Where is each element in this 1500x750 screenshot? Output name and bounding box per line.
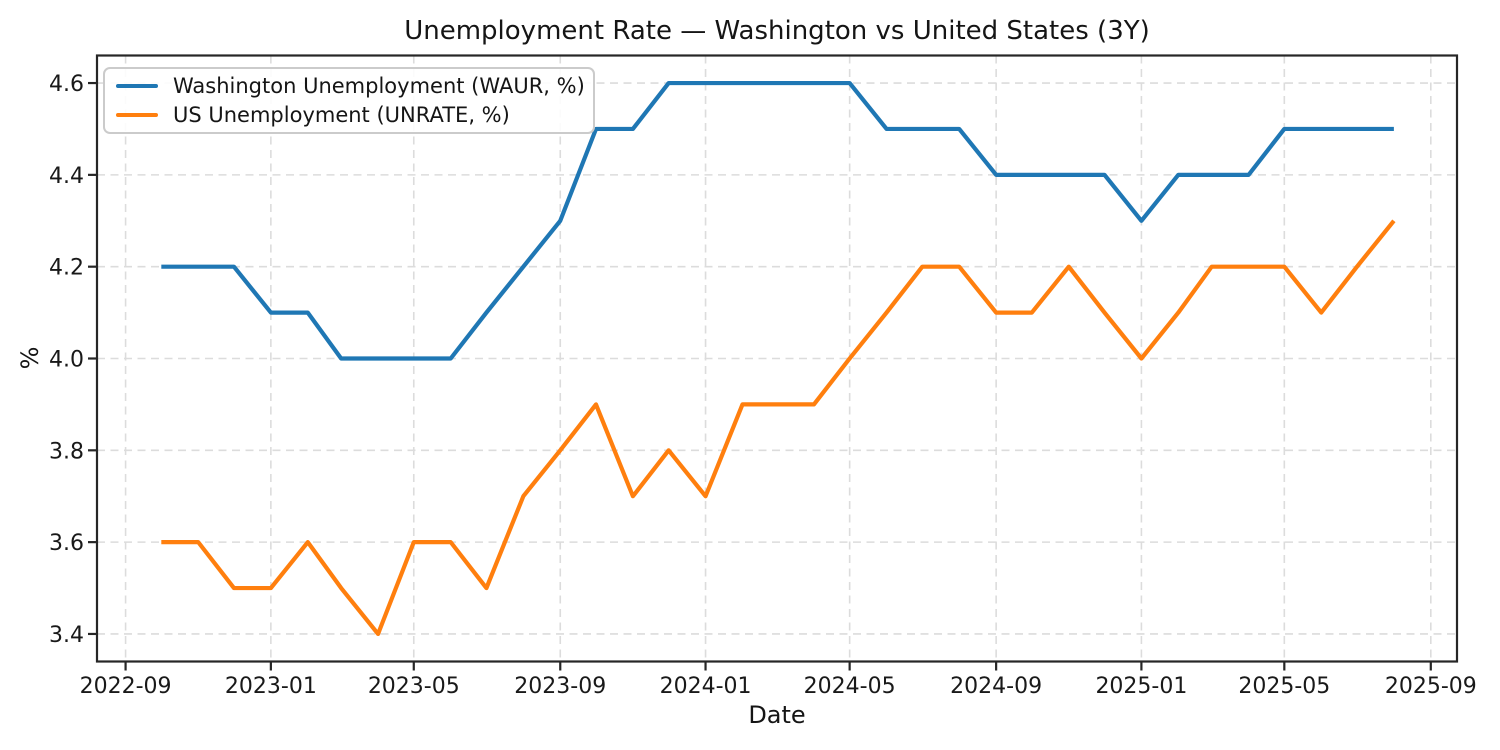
y-tick-label: 4.6 xyxy=(49,72,84,97)
x-tick-label: 2023-05 xyxy=(368,674,460,699)
y-tick-label: 3.4 xyxy=(49,623,84,648)
y-tick-label: 3.8 xyxy=(49,439,84,464)
x-tick-label: 2024-05 xyxy=(804,674,896,699)
legend-label-washington: Washington Unemployment (WAUR, %) xyxy=(173,74,585,98)
y-tick-label: 4.2 xyxy=(49,256,84,281)
legend-item-washington: Washington Unemployment (WAUR, %) xyxy=(116,74,593,98)
legend: Washington Unemployment (WAUR, %) US Une… xyxy=(103,67,595,134)
y-tick-label: 3.6 xyxy=(49,531,84,556)
y-tick-label: 4.0 xyxy=(49,348,84,373)
x-tick-label: 2025-01 xyxy=(1095,674,1187,699)
x-tick-label: 2024-01 xyxy=(660,674,752,699)
legend-swatch-us xyxy=(116,113,158,117)
legend-swatch-washington xyxy=(116,84,158,88)
y-axis-label: % xyxy=(16,346,44,370)
legend-item-us: US Unemployment (UNRATE, %) xyxy=(116,103,593,127)
x-tick-label: 2025-09 xyxy=(1385,674,1477,699)
x-tick-label: 2025-05 xyxy=(1238,674,1330,699)
x-tick-label: 2022-09 xyxy=(80,674,172,699)
y-tick-label: 4.4 xyxy=(49,164,84,189)
x-tick-label: 2024-09 xyxy=(950,674,1042,699)
chart-title: Unemployment Rate — Washington vs United… xyxy=(404,16,1150,46)
x-axis-label: Date xyxy=(748,701,806,729)
series-line-1 xyxy=(161,219,1396,637)
x-tick-label: 2023-09 xyxy=(514,674,606,699)
series-line-0 xyxy=(161,80,1394,361)
x-tick-label: 2023-01 xyxy=(225,674,317,699)
legend-label-us: US Unemployment (UNRATE, %) xyxy=(173,103,510,127)
